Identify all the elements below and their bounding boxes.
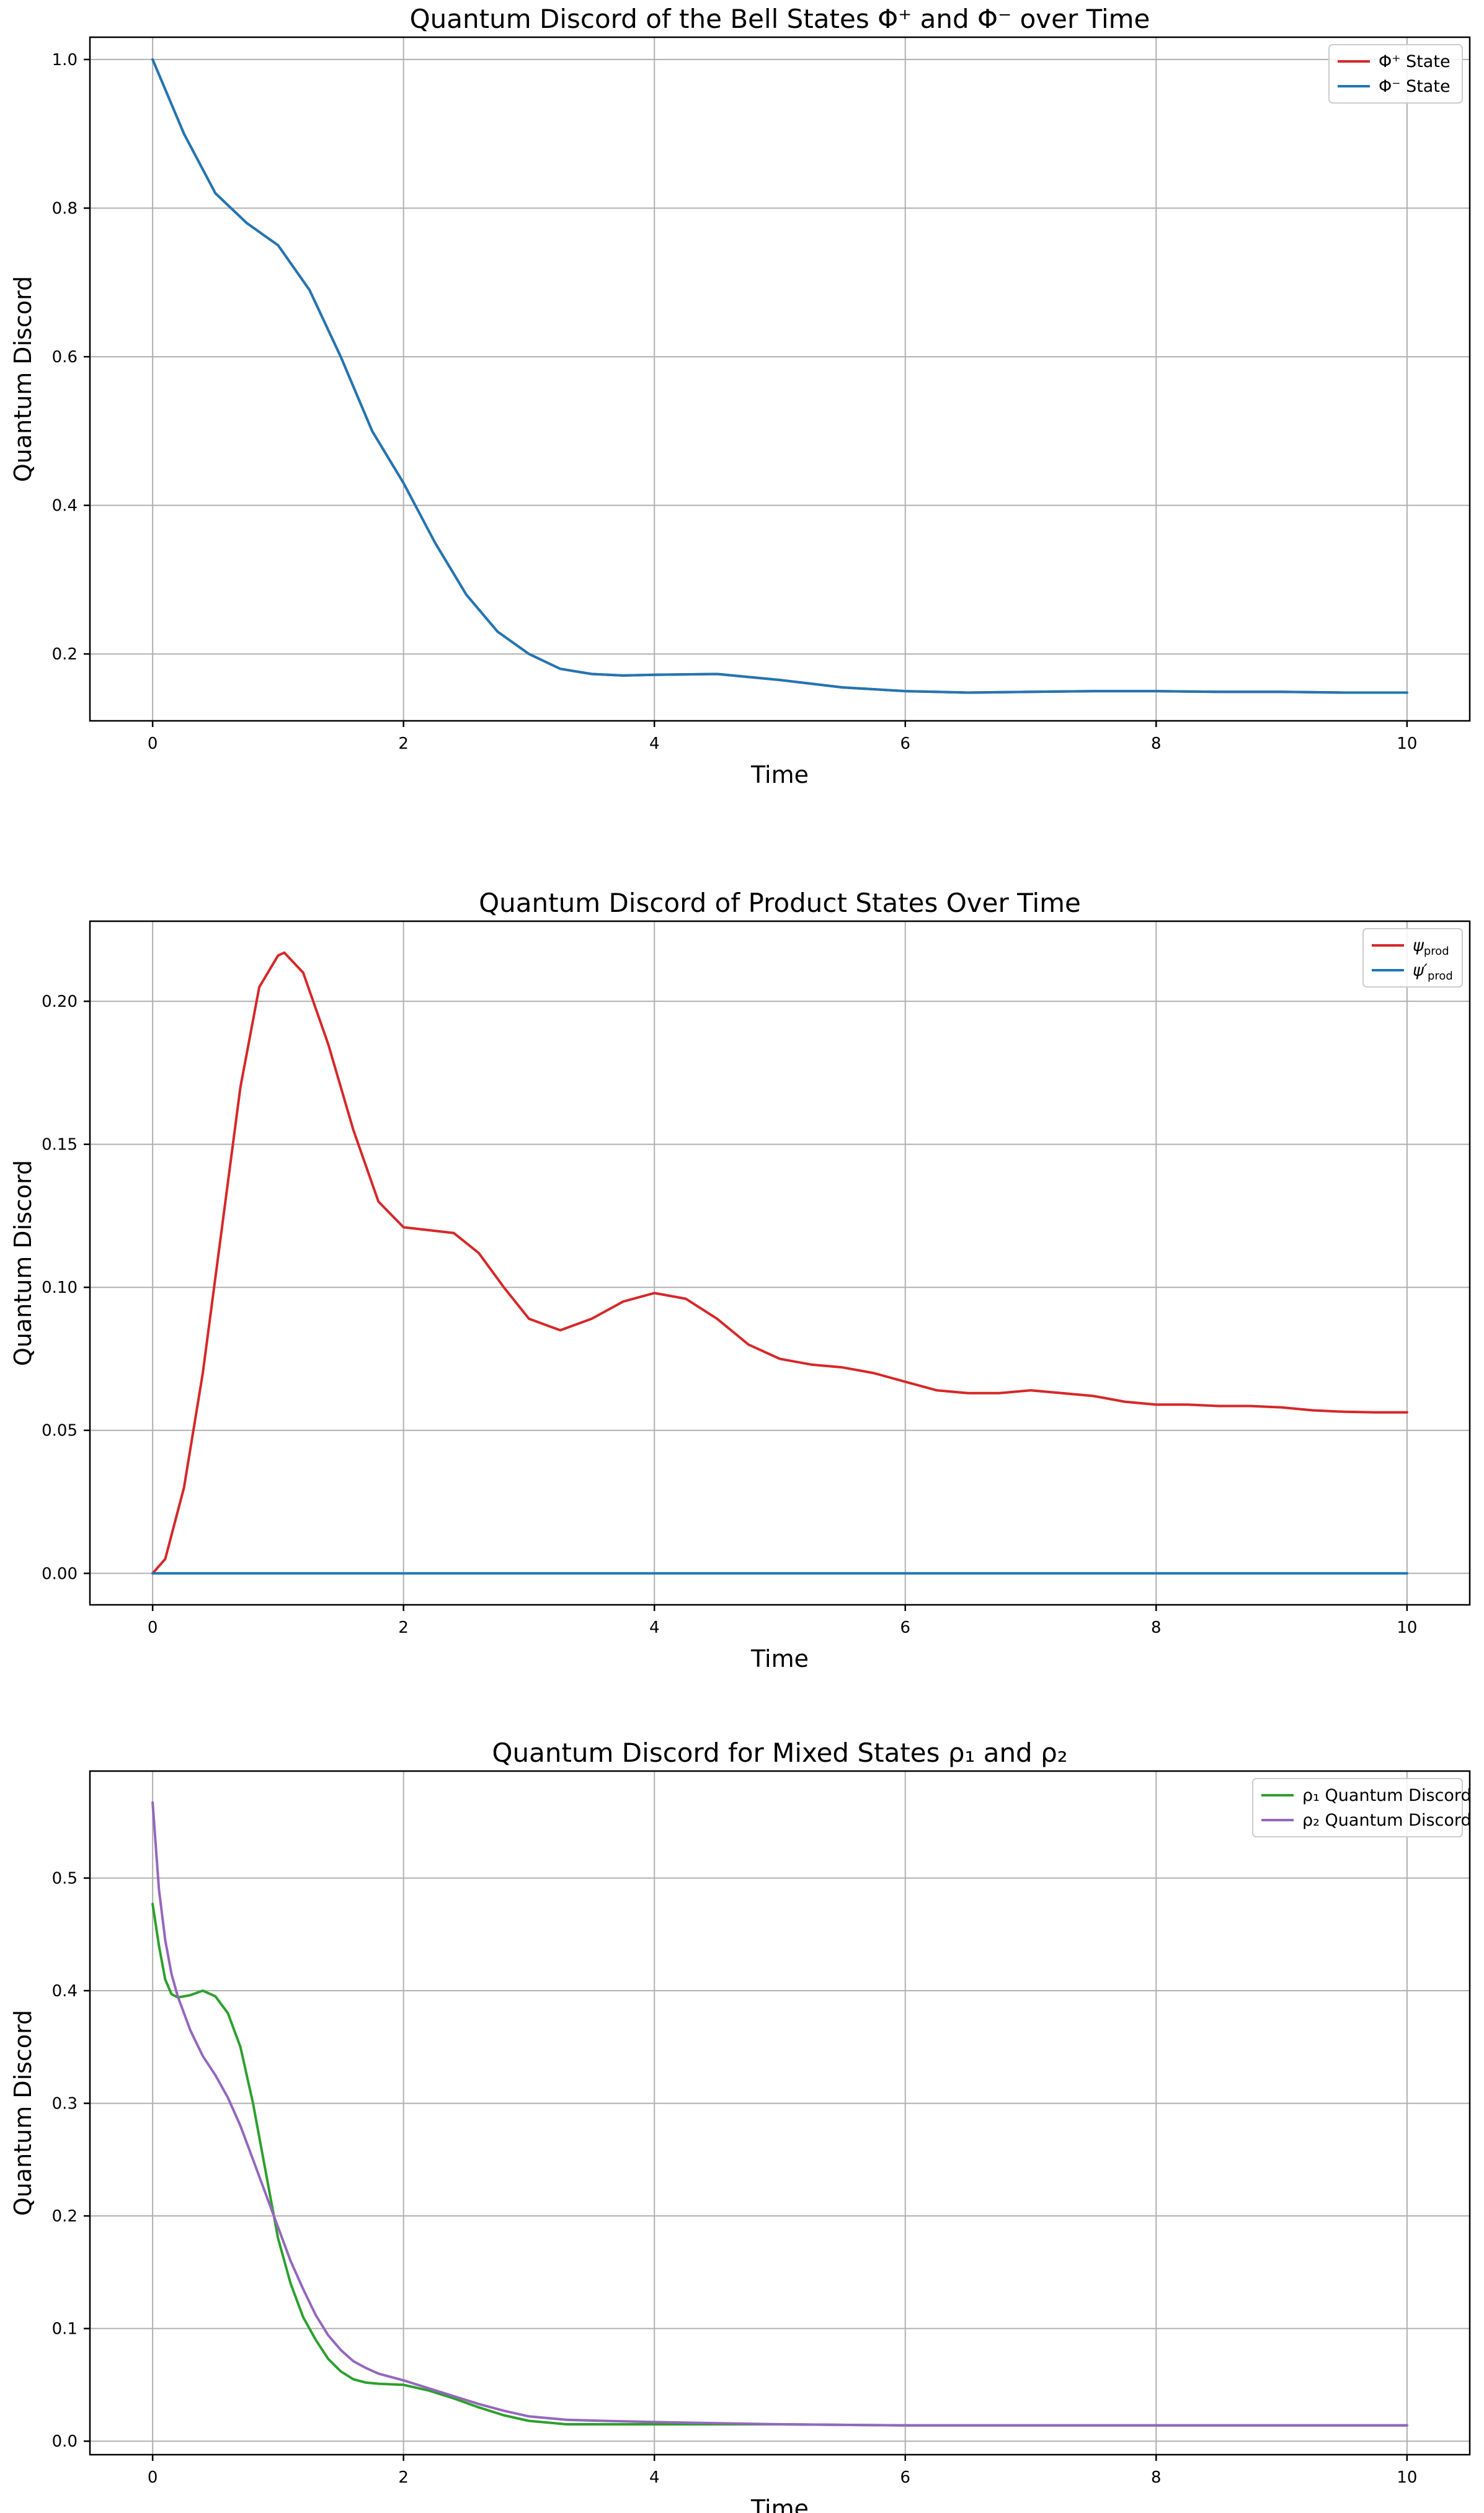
y-tick-label: 0.5 — [52, 1869, 78, 1888]
series-line-2 — [151, 1801, 1408, 2427]
y-tick-label: 0.15 — [42, 1136, 78, 1154]
x-tick-label: 4 — [649, 1618, 660, 1637]
legend-label: ρ₂ Quantum Discord — [1302, 1811, 1472, 1830]
x-tick-label: 2 — [398, 734, 409, 753]
grid — [90, 37, 1470, 721]
plot-frame — [89, 1770, 1471, 2456]
x-tick-label: 2 — [398, 2468, 409, 2487]
y-tick-label: 0.4 — [52, 497, 78, 516]
x-tick-label: 8 — [1151, 734, 1162, 753]
y-tick-label: 0.10 — [42, 1279, 78, 1297]
legend: Φ⁺ State Φ⁻ State — [1328, 44, 1463, 104]
x-axis-label: Time — [750, 761, 809, 788]
plot-frame — [89, 920, 1471, 1606]
legend-label: Φ⁺ State — [1379, 52, 1451, 71]
legend-box — [1362, 928, 1463, 988]
y-tick-label: 0.2 — [52, 2207, 78, 2226]
series-line-1 — [151, 951, 1408, 1575]
y-tick-label: 0.4 — [52, 1982, 78, 2001]
series-line-2 — [151, 58, 1408, 694]
x-tick-label: 8 — [1151, 1618, 1162, 1637]
y-tick-label: 0.20 — [42, 993, 78, 1011]
x-tick-label: 10 — [1397, 2468, 1417, 2487]
y-tick-label: 0.8 — [52, 200, 78, 218]
chart-title: Quantum Discord of the Bell States Φ⁺ an… — [410, 4, 1150, 34]
legend-label: Φ⁻ State — [1379, 77, 1451, 96]
legend-label: ψ′prod — [1413, 961, 1453, 983]
series-line-1 — [151, 58, 1408, 694]
x-tick-label: 8 — [1151, 2468, 1162, 2487]
legend-label: ψprod — [1413, 936, 1449, 958]
y-axis-label: Quantum Discord — [9, 276, 37, 482]
legend: ψprod ψ′prod — [1362, 928, 1463, 988]
y-tick-label: 1.0 — [52, 51, 78, 69]
plot-frame — [89, 36, 1471, 722]
x-tick-label: 4 — [649, 2468, 660, 2487]
x-tick-label: 6 — [900, 734, 910, 753]
legend: ρ₁ Quantum Discord ρ₂ Quantum Discord — [1252, 1778, 1472, 1837]
chart-title: Quantum Discord for Mixed States ρ₁ and … — [492, 1738, 1067, 1768]
x-tick-label: 10 — [1397, 734, 1417, 753]
y-tick-label: 0.2 — [52, 645, 78, 664]
series-line-1 — [151, 1903, 1408, 2427]
x-tick-label: 4 — [649, 734, 660, 753]
legend-box — [1252, 1778, 1463, 1837]
legend-box — [1328, 44, 1463, 104]
y-tick-label: 0.05 — [42, 1422, 78, 1440]
x-tick-label: 0 — [148, 2468, 158, 2487]
x-tick-label: 0 — [148, 734, 158, 753]
x-tick-label: 2 — [398, 1618, 409, 1637]
chart-3: 0 2 4 6 8 10 0.0 0.1 0.2 0.3 0.4 0.5 Quantum Discord… — [9, 1738, 1472, 2513]
chart-title: Quantum Discord of Product States Over T… — [479, 888, 1081, 918]
chart-1: 0 2 4 6 8 10 0.2 0.4 0.6 0.8 1.0 Quantum Discord of… — [9, 4, 1471, 788]
x-tick-label: 6 — [900, 1618, 910, 1637]
y-tick-label: 0.3 — [52, 2095, 78, 2114]
grid — [90, 1771, 1470, 2455]
chart-2: 0 2 4 6 8 10 0.00 0.05 0.10 0.15 0.20 Quantum Disco… — [9, 888, 1471, 1672]
x-tick-label: 6 — [900, 2468, 910, 2487]
y-tick-label: 0.0 — [52, 2432, 78, 2451]
x-axis-label: Time — [750, 1645, 809, 1672]
y-axis-label: Quantum Discord — [9, 1160, 37, 1366]
x-axis-label: Time — [750, 2495, 809, 2513]
x-tick-label: 10 — [1397, 1618, 1417, 1637]
y-axis-label: Quantum Discord — [9, 2010, 37, 2216]
grid — [90, 921, 1470, 1605]
y-tick-label: 0.1 — [52, 2320, 78, 2339]
y-tick-label: 0.00 — [42, 1564, 78, 1583]
legend-label: ρ₁ Quantum Discord — [1302, 1786, 1472, 1805]
x-tick-label: 0 — [148, 1618, 158, 1637]
y-tick-label: 0.6 — [52, 348, 78, 367]
